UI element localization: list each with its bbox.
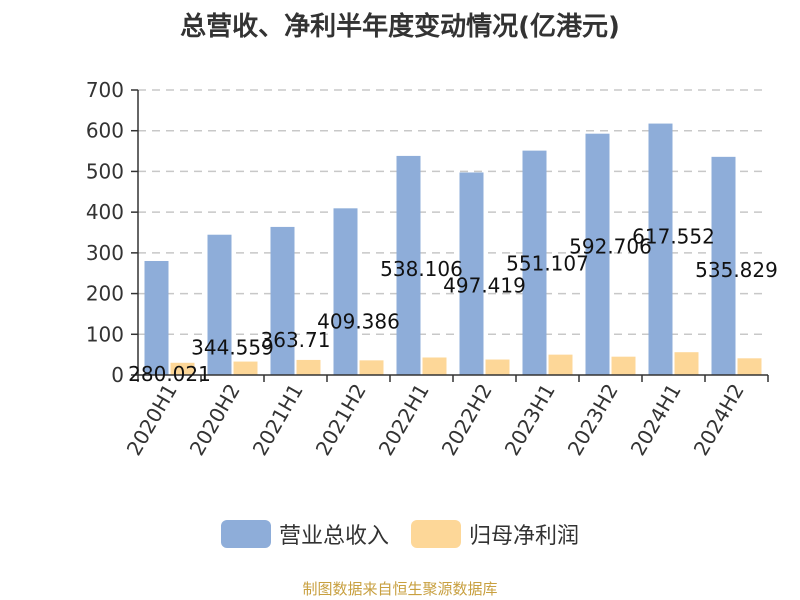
y-tick-label: 300 (86, 241, 124, 265)
bar-net-profit (674, 352, 699, 375)
legend-label-revenue: 营业总收入 (278, 524, 389, 549)
data-label-revenue: 535.829 (695, 258, 778, 282)
x-tick-label: 2024H2 (689, 380, 749, 460)
x-tick-label: 2023H1 (500, 380, 560, 460)
bars (144, 123, 762, 375)
bar-revenue (207, 234, 232, 375)
gridlines (138, 89, 768, 336)
bar-net-profit (485, 359, 510, 375)
x-tick-label: 2023H2 (563, 380, 623, 460)
legend: 营业总收入 归母净利润 (0, 518, 800, 550)
data-label-revenue: 617.552 (632, 225, 715, 249)
bar-revenue (522, 150, 547, 375)
data-label-revenue: 497.419 (443, 273, 526, 297)
legend-swatch-net-profit (411, 520, 461, 548)
y-tick-label: 400 (86, 200, 124, 224)
bar-revenue (459, 172, 484, 375)
x-tick-label: 2021H2 (311, 380, 371, 460)
bar-revenue (333, 208, 358, 375)
y-tick-label: 700 (86, 78, 124, 102)
bar-revenue (648, 123, 673, 375)
x-tick-label: 2022H1 (374, 380, 434, 460)
x-tick-label: 2020H2 (185, 380, 245, 460)
bar-net-profit (422, 357, 447, 375)
data-label-revenue: 363.71 (261, 328, 331, 352)
chart-title: 总营收、净利半年度变动情况(亿港元) (180, 12, 620, 42)
data-label-revenue: 409.386 (317, 309, 400, 333)
y-tick-label: 200 (86, 282, 124, 306)
legend-label-net-profit: 归母净利润 (469, 524, 580, 549)
bar-net-profit (737, 358, 762, 375)
y-tick-label: 100 (86, 322, 124, 346)
legend-item-net-profit[interactable]: 归母净利润 (411, 518, 579, 550)
source-note: 制图数据来自恒生聚源数据库 (302, 580, 498, 598)
bar-net-profit (170, 362, 195, 375)
bar-net-profit (233, 361, 258, 375)
bar-net-profit (548, 354, 573, 375)
bar-revenue (396, 155, 421, 375)
bar-net-profit (611, 356, 636, 375)
data-label-revenue: 592.706 (569, 235, 652, 259)
y-tick-label: 500 (86, 159, 124, 183)
data-label-revenue: 280.021 (128, 362, 211, 386)
x-tick-label: 2022H2 (437, 380, 497, 460)
legend-item-revenue[interactable]: 营业总收入 (220, 518, 389, 550)
x-tick-label: 2020H1 (122, 380, 182, 460)
bar-net-profit (359, 360, 384, 375)
legend-swatch-revenue (220, 520, 271, 548)
data-label-revenue: 538.106 (380, 257, 463, 281)
bar-revenue (144, 260, 169, 375)
bar-revenue (711, 156, 736, 375)
y-tick-label: 0 (111, 363, 124, 387)
bar-revenue (270, 226, 295, 375)
y-tick-label: 600 (86, 119, 124, 143)
data-label-revenue: 551.107 (506, 252, 589, 276)
x-tick-label: 2021H1 (248, 380, 308, 460)
x-tick-label: 2024H1 (626, 380, 686, 460)
bar-revenue (585, 133, 610, 375)
data-label-revenue: 344.559 (191, 336, 274, 360)
bar-net-profit (296, 359, 321, 375)
